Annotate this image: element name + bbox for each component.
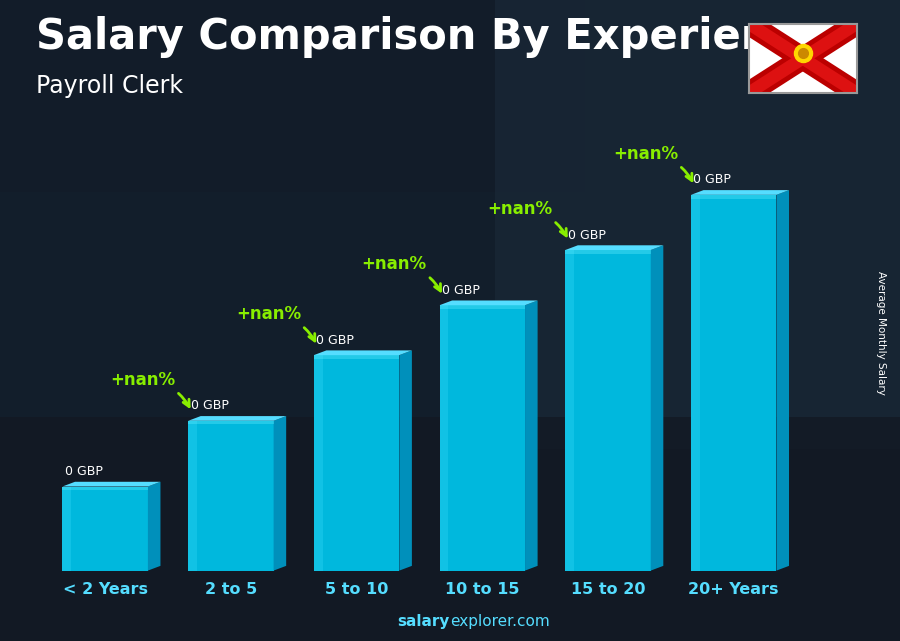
Text: Salary Comparison By Experience: Salary Comparison By Experience <box>36 16 824 58</box>
Text: 0 GBP: 0 GBP <box>694 174 732 187</box>
Text: salary: salary <box>398 615 450 629</box>
Polygon shape <box>565 250 574 570</box>
Polygon shape <box>439 305 448 570</box>
Polygon shape <box>691 195 777 199</box>
Bar <box>0 0 585 192</box>
Bar <box>495 0 900 449</box>
Polygon shape <box>691 195 700 570</box>
Polygon shape <box>439 305 525 570</box>
Polygon shape <box>314 355 322 570</box>
Text: 0 GBP: 0 GBP <box>568 229 606 242</box>
Polygon shape <box>565 246 663 250</box>
Polygon shape <box>314 355 400 359</box>
Polygon shape <box>691 190 789 195</box>
Polygon shape <box>62 482 160 487</box>
Polygon shape <box>439 305 525 309</box>
Text: 0 GBP: 0 GBP <box>191 399 229 412</box>
Polygon shape <box>691 195 777 570</box>
Polygon shape <box>777 190 789 570</box>
Polygon shape <box>400 351 412 570</box>
Polygon shape <box>62 487 71 570</box>
Polygon shape <box>62 487 148 490</box>
Polygon shape <box>188 421 197 570</box>
Polygon shape <box>188 421 274 424</box>
Polygon shape <box>439 301 537 305</box>
Text: explorer.com: explorer.com <box>450 615 550 629</box>
Polygon shape <box>188 421 274 570</box>
Polygon shape <box>314 351 412 355</box>
Text: +nan%: +nan% <box>488 200 566 236</box>
Bar <box>0 417 900 641</box>
Text: +nan%: +nan% <box>362 255 441 291</box>
Polygon shape <box>62 487 148 570</box>
Polygon shape <box>651 246 663 570</box>
Polygon shape <box>274 416 286 570</box>
Text: 0 GBP: 0 GBP <box>316 334 355 347</box>
Polygon shape <box>148 482 160 570</box>
Text: Average Monthly Salary: Average Monthly Salary <box>877 271 886 395</box>
Polygon shape <box>525 301 537 570</box>
Text: +nan%: +nan% <box>111 370 189 406</box>
Text: +nan%: +nan% <box>236 305 315 341</box>
Polygon shape <box>565 250 651 254</box>
Text: Payroll Clerk: Payroll Clerk <box>36 74 183 97</box>
Text: +nan%: +nan% <box>613 145 692 181</box>
Text: 0 GBP: 0 GBP <box>65 465 103 478</box>
Text: 0 GBP: 0 GBP <box>442 284 480 297</box>
Polygon shape <box>565 250 651 570</box>
Polygon shape <box>188 416 286 421</box>
Polygon shape <box>314 355 400 570</box>
